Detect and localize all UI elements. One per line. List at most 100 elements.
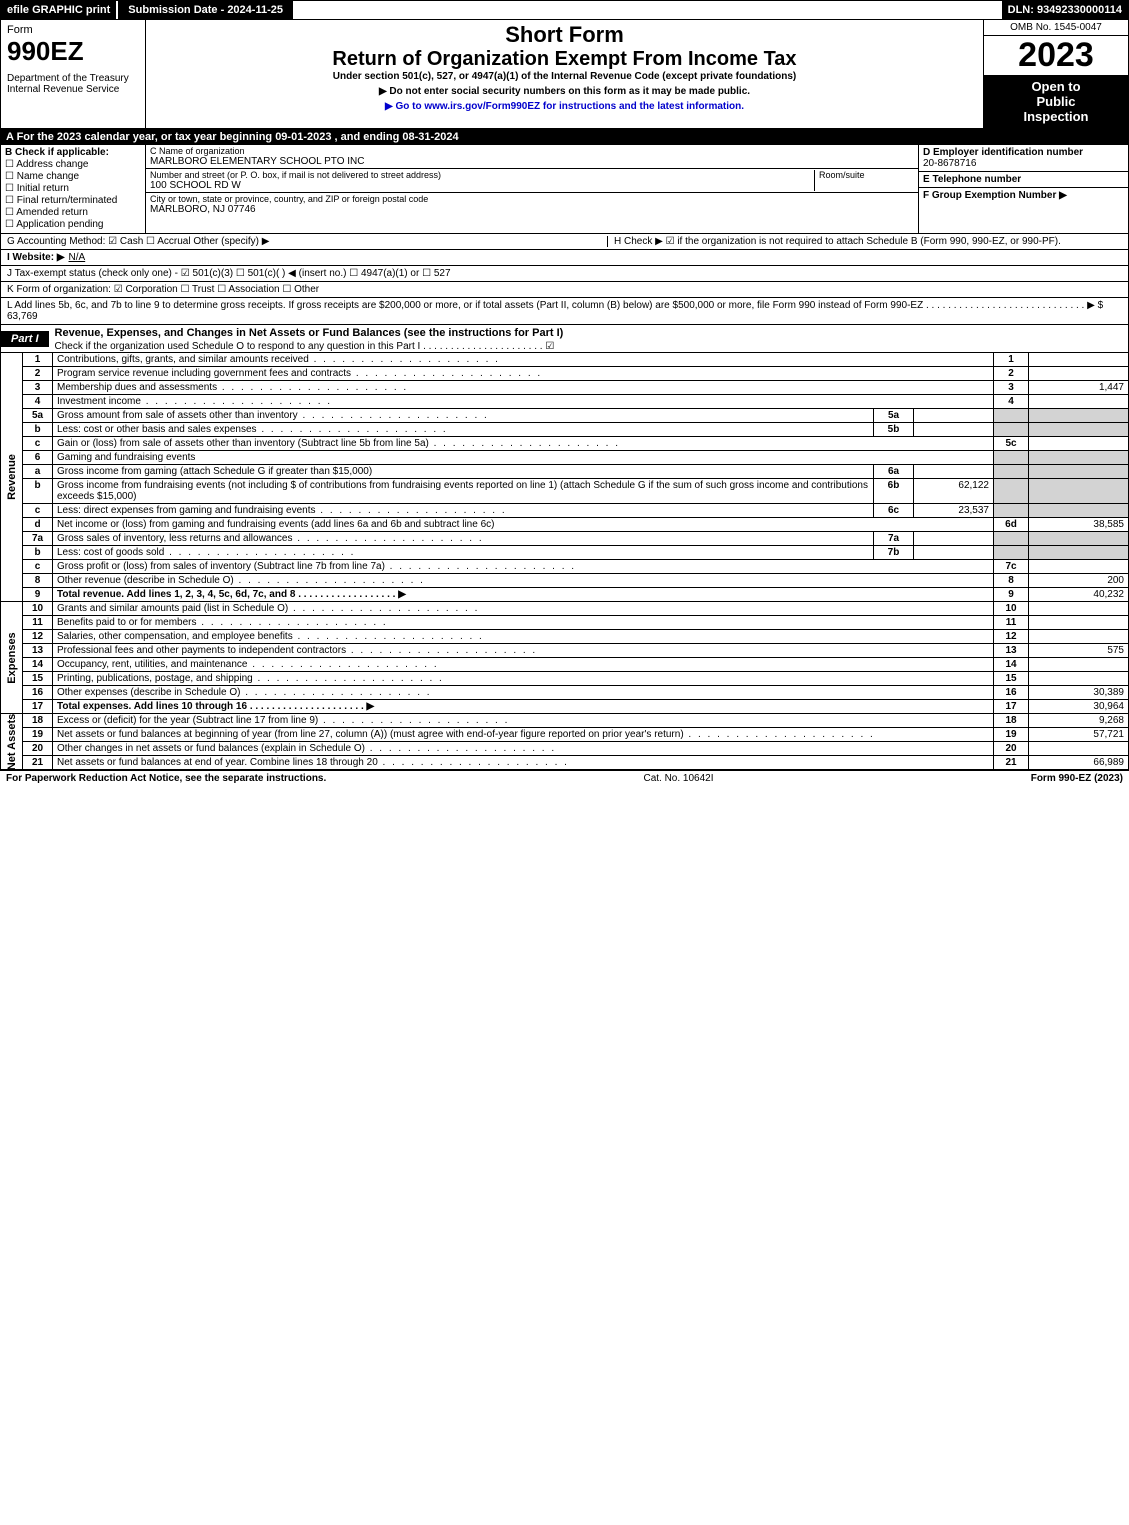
l15-rno: 15 [994,672,1029,686]
short-form-label: Short Form [152,22,977,48]
phone-label: E Telephone number [923,174,1124,185]
l7b-no: b [23,546,53,560]
goto-link[interactable]: ▶ Go to www.irs.gov/Form990EZ for instru… [152,101,977,112]
header-middle: Short Form Return of Organization Exempt… [146,20,983,128]
l21-amt: 66,989 [1029,756,1129,770]
revenue-section: Revenue 1Contributions, gifts, grants, a… [0,353,1129,602]
l11-amt [1029,616,1129,630]
l2-no: 2 [23,367,53,381]
l6d-desc: Net income or (loss) from gaming and fun… [53,518,994,532]
submission-date: Submission Date - 2024-11-25 [118,1,293,19]
form-word: Form [7,24,139,36]
website-value: N/A [69,252,86,263]
l8-rno: 8 [994,574,1029,588]
l6b-ashade [1029,479,1129,504]
efile-print-button[interactable]: efile GRAPHIC print [1,1,116,19]
chk-application-pending[interactable]: Application pending [5,219,141,230]
dln: DLN: 93492330000114 [1002,1,1128,19]
ein-label: D Employer identification number [923,147,1124,158]
l15-desc: Printing, publications, postage, and shi… [53,672,994,686]
row-gh: G Accounting Method: ☑ Cash ☐ Accrual Ot… [0,234,1129,250]
l10-no: 10 [23,602,53,616]
l6a-desc: Gross income from gaming (attach Schedul… [53,465,874,479]
l9-no: 9 [23,588,53,602]
chk-amended-return[interactable]: Amended return [5,207,141,218]
part-i-title: Revenue, Expenses, and Changes in Net As… [49,325,1128,341]
header-left: Form 990EZ Department of the Treasury In… [1,20,146,128]
schedule-b-check: H Check ▶ ☑ if the organization is not r… [607,236,1122,247]
l14-amt [1029,658,1129,672]
l6b-mval: 62,122 [914,479,994,504]
section-c: C Name of organization MARLBORO ELEMENTA… [146,145,918,233]
l14-rno: 14 [994,658,1029,672]
l12-amt [1029,630,1129,644]
l6c-mval: 23,537 [914,504,994,518]
l21-desc: Net assets or fund balances at end of ye… [53,756,994,770]
org-name-row: C Name of organization MARLBORO ELEMENTA… [146,145,918,169]
chk-initial-return[interactable]: Initial return [5,183,141,194]
chk-final-return[interactable]: Final return/terminated [5,195,141,206]
l18-rno: 18 [994,714,1029,728]
no-ssn-note: ▶ Do not enter social security numbers o… [152,86,977,97]
l6c-rshade [994,504,1029,518]
l19-amt: 57,721 [1029,728,1129,742]
l8-amt: 200 [1029,574,1129,588]
l7a-mval [914,532,994,546]
l6-rshade [994,451,1029,465]
l5a-mval [914,409,994,423]
l17-rno: 17 [994,700,1029,714]
top-bar: efile GRAPHIC print Submission Date - 20… [0,0,1129,20]
l16-desc: Other expenses (describe in Schedule O) [53,686,994,700]
l5a-rshade [994,409,1029,423]
l6a-no: a [23,465,53,479]
group-exemption-row: F Group Exemption Number ▶ [919,188,1128,203]
part-i-tag: Part I [1,331,49,347]
l2-rno: 2 [994,367,1029,381]
row-j: J Tax-exempt status (check only one) - ☑… [0,266,1129,282]
l7b-desc: Less: cost of goods sold [53,546,874,560]
l6d-rno: 6d [994,518,1029,532]
l16-amt: 30,389 [1029,686,1129,700]
l9-desc: Total revenue. Add lines 1, 2, 3, 4, 5c,… [53,588,994,602]
l13-amt: 575 [1029,644,1129,658]
open-line1: Open to [986,79,1126,94]
l7b-mid: 7b [874,546,914,560]
l1-desc: Contributions, gifts, grants, and simila… [53,353,994,367]
l6a-ashade [1029,465,1129,479]
l21-no: 21 [23,756,53,770]
phone-row: E Telephone number [919,172,1128,188]
l15-amt [1029,672,1129,686]
header-right: OMB No. 1545-0047 2023 Open to Public In… [983,20,1128,128]
section-b: B Check if applicable: Address change Na… [1,145,146,233]
l11-rno: 11 [994,616,1029,630]
return-title: Return of Organization Exempt From Incom… [152,48,977,71]
l6a-rshade [994,465,1029,479]
irs-link[interactable]: ▶ Go to www.irs.gov/Form990EZ for instru… [385,101,744,112]
l17-no: 17 [23,700,53,714]
footer-form-ref: Form 990-EZ (2023) [1031,773,1123,784]
section-a: A For the 2023 calendar year, or tax yea… [0,129,1129,145]
l2-amt [1029,367,1129,381]
chk-address-change[interactable]: Address change [5,159,141,170]
l6a-mval [914,465,994,479]
l7b-rshade [994,546,1029,560]
l5b-mid: 5b [874,423,914,437]
chk-name-change[interactable]: Name change [5,171,141,182]
l5b-no: b [23,423,53,437]
l6-desc: Gaming and fundraising events [53,451,994,465]
net-assets-side-label: Net Assets [0,714,22,770]
l6b-mid: 6b [874,479,914,504]
l16-rno: 16 [994,686,1029,700]
group-exemption-label: F Group Exemption Number ▶ [923,190,1124,201]
open-to-public: Open to Public Inspection [984,75,1128,128]
l20-amt [1029,742,1129,756]
l5c-amt [1029,437,1129,451]
l5b-ashade [1029,423,1129,437]
expenses-section: Expenses 10Grants and similar amounts pa… [0,602,1129,714]
l12-desc: Salaries, other compensation, and employ… [53,630,994,644]
footer-cat-no: Cat. No. 10642I [643,773,713,784]
l13-desc: Professional fees and other payments to … [53,644,994,658]
part-i-check: Check if the organization used Schedule … [49,341,1128,352]
section-def: D Employer identification number 20-8678… [918,145,1128,233]
l-text: L Add lines 5b, 6c, and 7b to line 9 to … [7,300,1103,311]
